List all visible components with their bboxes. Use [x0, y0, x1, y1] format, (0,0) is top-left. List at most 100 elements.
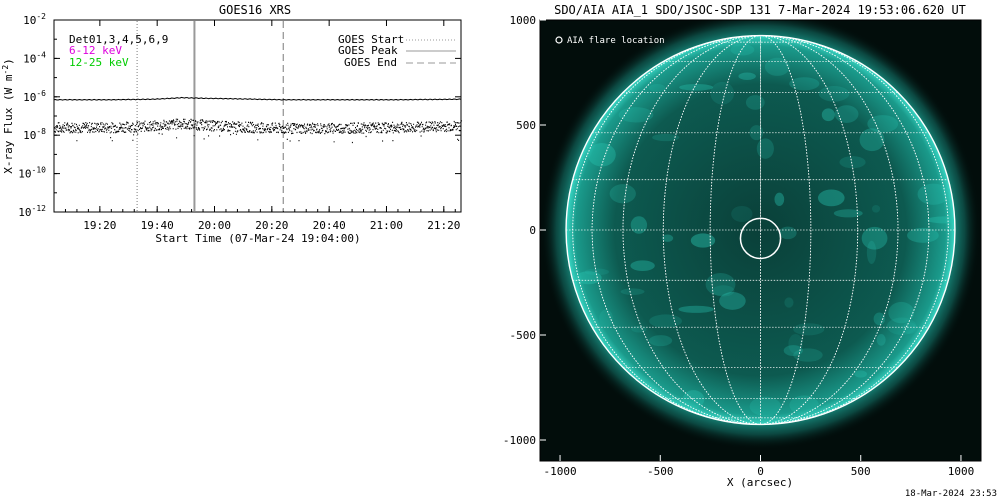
aia-legend-marker: [555, 36, 563, 44]
sun-active-region: [631, 325, 647, 333]
sun-active-region: [886, 317, 917, 335]
sun-active-region: [719, 292, 746, 310]
goes-y-tick-label: 10-2: [23, 12, 46, 27]
sun-active-region: [927, 216, 955, 224]
sun-active-region: [793, 348, 823, 362]
legend-goes-peak: GOES Peak: [338, 44, 398, 57]
goes-y-tick-base: 10: [23, 91, 36, 104]
sun-active-region: [764, 57, 790, 76]
sun-active-region: [854, 370, 868, 378]
goes-y-tick-exp: -10: [32, 166, 47, 175]
sun-active-region: [917, 183, 950, 205]
aia-y-tick-label: 1000: [510, 14, 537, 27]
sun-active-region: [861, 226, 888, 250]
solar-limb: [565, 34, 956, 426]
sun-active-region: [793, 323, 825, 336]
aia-title: SDO/AIA AIA_1 SDO/JSOC-SDP 131 7-Mar-202…: [554, 3, 966, 17]
sun-active-region: [587, 143, 616, 167]
sun-active-region: [907, 227, 939, 243]
goes-y-tick-exp: -12: [32, 204, 47, 213]
goes-x-tick-label: 20:20: [255, 219, 288, 232]
sun-active-region: [784, 297, 794, 308]
sun-active-region: [609, 184, 636, 204]
sun-active-region: [821, 108, 835, 122]
sun-active-region: [876, 334, 886, 346]
sun-active-region: [873, 312, 886, 326]
sun-active-region: [839, 156, 866, 169]
aia-y-tick-label: -500: [510, 329, 537, 342]
goes-series-low-band: [54, 118, 462, 144]
aia-x-tick-label: 1000: [948, 465, 975, 478]
goes-chart-title: GOES16 XRS: [219, 3, 291, 17]
sun-active-region: [871, 204, 881, 213]
aia-y-tick-label: -1000: [503, 434, 536, 447]
sun-active-region: [745, 95, 765, 110]
goes-x-tick-label: 19:40: [141, 219, 174, 232]
goes-series-det-line: [53, 96, 462, 101]
sun-active-region: [779, 226, 797, 240]
goes-y-tick-label: 10-12: [18, 204, 46, 219]
sun-active-region: [867, 115, 899, 133]
heliographic-grid: [565, 34, 956, 426]
sun-active-region: [866, 240, 877, 265]
goes-y-axis-label: X-ray Flux (W m-2): [1, 58, 15, 174]
aia-x-tick-label: 0: [757, 465, 764, 478]
goes-y-tick-exp: -6: [36, 89, 46, 98]
goes-flux-series: [53, 96, 462, 144]
sun-active-region: [584, 268, 610, 276]
aia-image-area: [540, 20, 981, 461]
footer-timestamp: 18-Mar-2024 23:53: [905, 489, 997, 499]
sun-active-region: [788, 334, 803, 354]
sun-active-region: [859, 128, 885, 152]
sun-active-region: [648, 335, 673, 347]
goes-y-tick-base: 10: [23, 14, 36, 27]
goes-x-tick-label: 21:00: [370, 219, 403, 232]
sun-active-region: [630, 216, 648, 234]
goes-x-tick-label: 20:40: [313, 219, 346, 232]
sun-active-region: [678, 305, 714, 313]
sun-active-regions: [575, 44, 955, 417]
aia-image-panel: SDO/AIA AIA_1 SDO/JSOC-SDP 131 7-Mar-202…: [503, 3, 982, 489]
sun-active-region: [679, 84, 714, 91]
goes-y-axis-label-exp: -2: [1, 65, 10, 75]
sun-active-region: [731, 205, 753, 222]
sun-active-region: [730, 44, 755, 56]
sun-active-region: [652, 133, 680, 142]
goes-x-axis-label: Start Time (07-Mar-24 19:04:00): [155, 232, 360, 245]
goes-y-axis-label-close: ): [2, 58, 15, 65]
goes-y-tick-base: 10: [23, 52, 36, 65]
sun-active-region: [575, 271, 602, 285]
goes-y-tick-base: 10: [18, 206, 31, 219]
sun-active-region: [620, 288, 645, 295]
goes-y-tick-label: 10-8: [23, 127, 46, 142]
goes-y-tick-exp: -4: [36, 50, 46, 59]
goes-y-tick-base: 10: [18, 168, 31, 181]
sun-active-region: [630, 260, 655, 272]
aia-y-axis: 1000 500 0 -500 -1000: [503, 14, 546, 447]
sun-active-region: [705, 272, 736, 296]
sun-active-region: [789, 77, 820, 91]
sun-active-region: [738, 72, 756, 80]
sun-active-region: [618, 107, 654, 123]
goes-y-tick-label: 10-10: [18, 166, 46, 181]
sun-active-region: [648, 84, 666, 92]
aia-legend-label: AIA flare location: [567, 36, 665, 46]
goes-series-label-det: Det01,3,4,5,6,9: [69, 33, 168, 46]
legend-goes-end: GOES End: [344, 56, 397, 69]
grid-longitude-line: [622, 35, 899, 425]
aia-y-tick-label: 500: [516, 119, 536, 132]
sun-active-region: [888, 301, 915, 324]
goes-event-markers: [136, 21, 284, 211]
goes-x-tick-label: 20:00: [198, 219, 231, 232]
goes-series-label-12-25: 12-25 keV: [69, 56, 129, 69]
goes-y-tick-label: 10-6: [23, 89, 46, 104]
goes-y-axis-label-text: X-ray Flux (W m: [2, 74, 15, 174]
goes-y-tick-label: 10-4: [23, 50, 46, 65]
sun-active-region: [818, 86, 850, 102]
goes-y-tick-exp: -8: [36, 127, 46, 136]
sun-active-region: [662, 234, 674, 242]
goes-y-tick-base: 10: [23, 129, 36, 142]
